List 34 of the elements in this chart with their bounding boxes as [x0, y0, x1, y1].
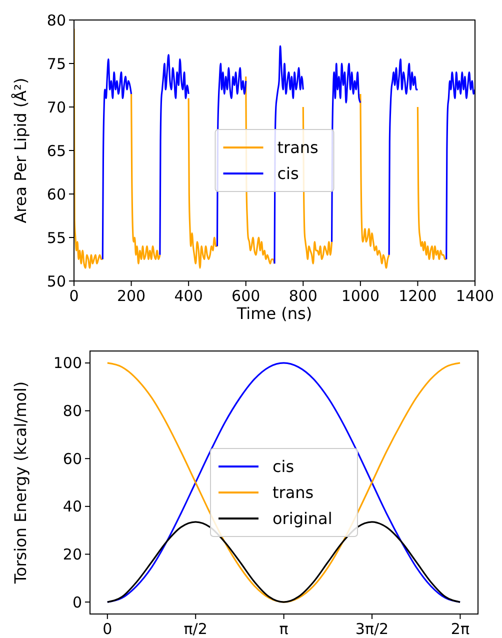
y-tick-label: 40 — [62, 498, 82, 516]
y-tick-label: 55 — [46, 228, 66, 247]
legend-label: trans — [277, 138, 318, 158]
x-tick-label: 3π/2 — [355, 620, 389, 638]
y-tick-label: 60 — [62, 450, 82, 468]
x-tick-label: 600 — [232, 287, 260, 305]
y-tick-label: 80 — [46, 11, 66, 30]
legend-label: original — [272, 509, 332, 528]
y-tick-label: 20 — [62, 545, 82, 564]
y-axis-title: Torsion Energy (kcal/mol) — [11, 381, 30, 585]
x-tick-label: 2π — [450, 620, 470, 638]
x-tick-label: 1200 — [398, 287, 437, 305]
y-tick-label: 50 — [46, 272, 66, 290]
x-tick-label: 400 — [174, 287, 203, 305]
legend-label: cis — [272, 457, 294, 476]
x-tick-label: 1400 — [456, 287, 494, 305]
y-axis-title: Area Per Lipid (Å²) — [11, 78, 30, 224]
x-tick-label: π/2 — [184, 620, 208, 638]
y-tick-label: 80 — [62, 402, 82, 420]
legend-label: cis — [277, 164, 299, 184]
y-tick-label: 100 — [53, 354, 82, 372]
y-tick-label: 65 — [46, 142, 66, 160]
x-tick-label: π — [279, 620, 288, 638]
y-tick-label: 0 — [72, 593, 82, 612]
y-tick-label: 70 — [46, 98, 66, 116]
y-tick-label: 60 — [46, 185, 66, 204]
x-axis-title: Time (ns) — [236, 304, 312, 323]
x-tick-label: 800 — [288, 287, 318, 305]
legend-label: trans — [272, 483, 314, 502]
x-tick-label: 1000 — [341, 287, 380, 305]
y-tick-label: 75 — [46, 54, 66, 73]
line-series — [106, 362, 461, 603]
x-tick-label: 200 — [116, 287, 146, 305]
x-tick-label: 0 — [102, 620, 112, 638]
